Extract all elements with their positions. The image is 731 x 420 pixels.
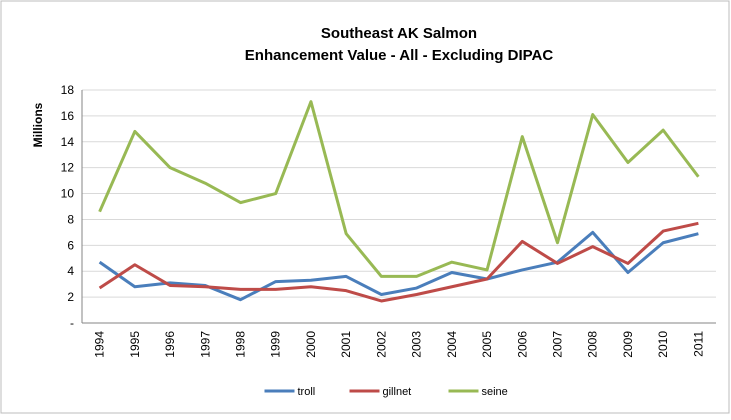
y-tick-label: 14 xyxy=(61,135,75,149)
x-tick-label: 2004 xyxy=(445,331,459,358)
y-tick-label: 18 xyxy=(61,83,75,97)
y-tick-label: - xyxy=(70,316,74,330)
line-series xyxy=(98,100,700,278)
y-tick-label: 12 xyxy=(61,161,75,175)
y-tick-label: 16 xyxy=(61,109,75,123)
legend-label: troll xyxy=(298,386,316,398)
x-tick-label: 1998 xyxy=(234,331,248,358)
line-series xyxy=(98,230,699,302)
x-tick-label: 2001 xyxy=(339,331,353,358)
y-axis-label: Millions xyxy=(31,102,45,147)
chart-title: Southeast AK Salmon xyxy=(321,25,477,42)
x-tick-label: 2006 xyxy=(515,331,529,358)
x-tick-label: 2010 xyxy=(656,331,670,358)
x-tick-label: 2009 xyxy=(621,331,635,358)
x-tick-label: 1996 xyxy=(163,331,177,358)
x-tick-label: 2011 xyxy=(691,331,705,357)
y-tick-label: 4 xyxy=(67,264,74,278)
y-tick-label: 6 xyxy=(67,238,74,252)
y-tick-label: 2 xyxy=(67,290,74,304)
x-tick-label: 2005 xyxy=(480,331,494,358)
x-tick-label: 2003 xyxy=(410,331,424,358)
legend-label: seine xyxy=(482,386,508,398)
x-tick-label: 1994 xyxy=(93,331,107,358)
x-tick-label: 1997 xyxy=(198,331,212,358)
legend-label: gillnet xyxy=(383,386,412,398)
x-tick-label: 2000 xyxy=(304,331,318,358)
x-tick-label: 2002 xyxy=(374,331,388,358)
y-tick-label: 10 xyxy=(61,187,75,201)
x-tick-label: 1995 xyxy=(128,331,142,358)
line-series xyxy=(98,221,699,303)
y-tick-label: 8 xyxy=(67,212,74,226)
x-tick-label: 2007 xyxy=(551,331,565,358)
x-tick-label: 1999 xyxy=(269,331,283,358)
chart-subtitle: Enhancement Value - All - Excluding DIPA… xyxy=(245,47,554,64)
x-tick-label: 2008 xyxy=(586,331,600,358)
